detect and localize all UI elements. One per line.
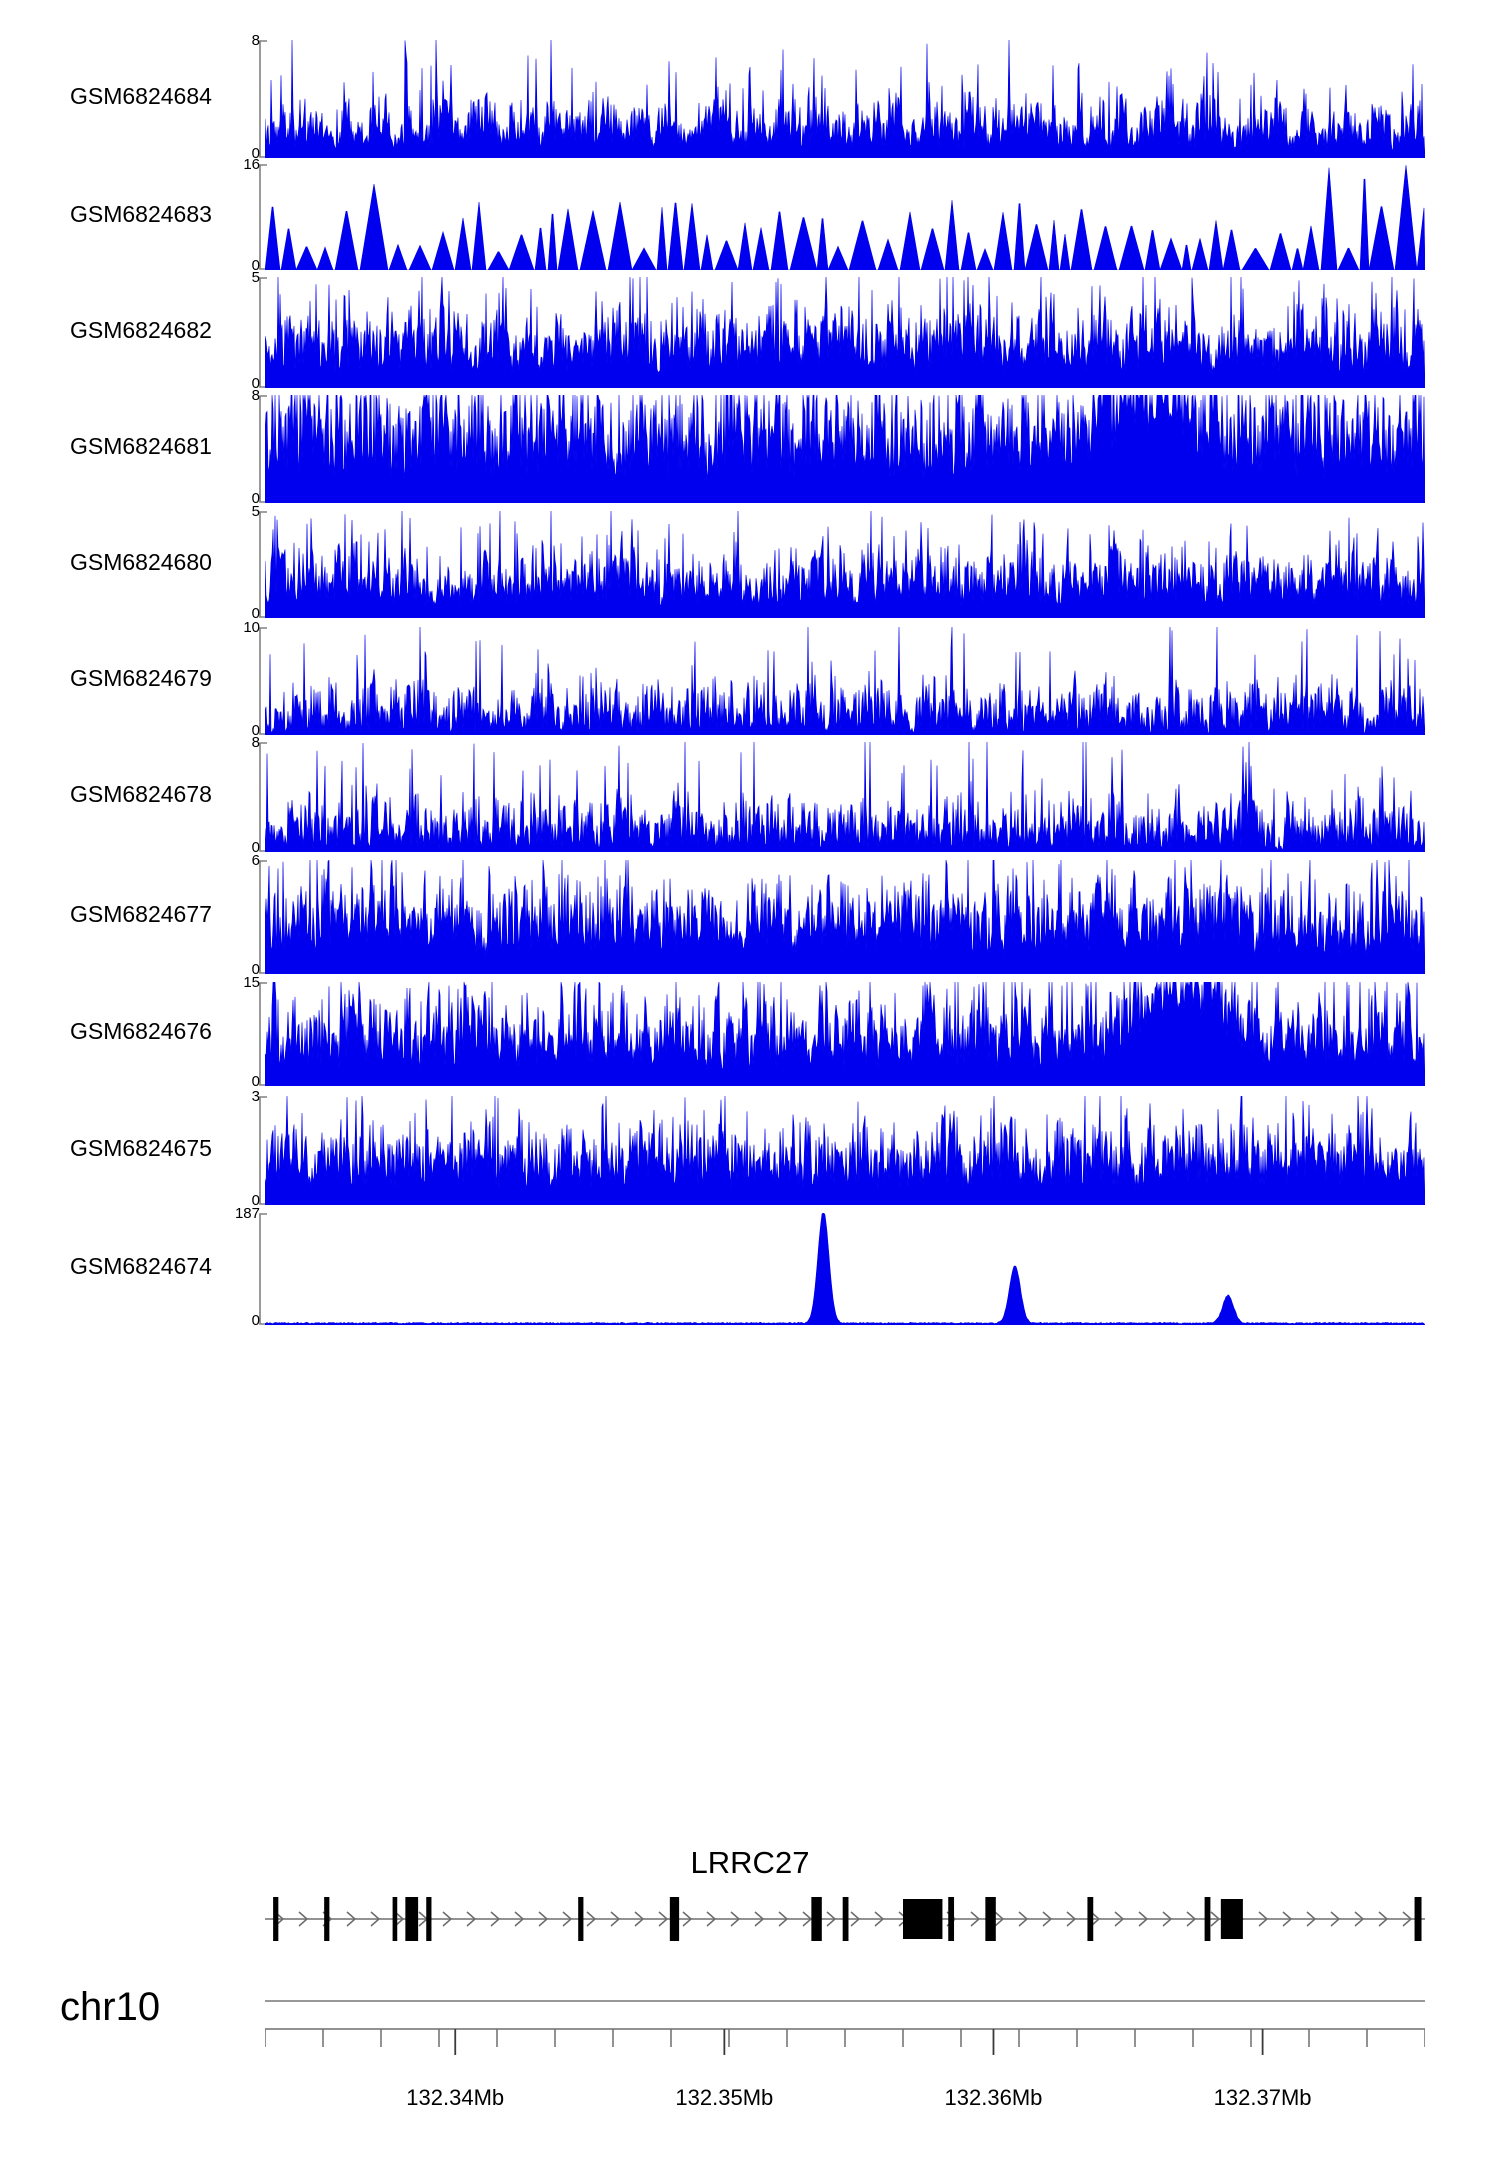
gene-annotation-track[interactable]: LRRC27 bbox=[0, 1845, 1500, 1975]
track-coverage-plot[interactable] bbox=[265, 627, 1425, 735]
coverage-track[interactable]: GSM6824678 8 0 bbox=[0, 734, 1500, 856]
track-coverage-plot[interactable] bbox=[265, 860, 1425, 974]
coverage-track[interactable]: GSM6824683 16 0 bbox=[0, 156, 1500, 274]
track-sample-label: GSM6824682 bbox=[70, 316, 212, 343]
track-y-min-label: 0 bbox=[251, 145, 260, 162]
track-y-axis bbox=[258, 1213, 268, 1325]
track-coverage-plot[interactable] bbox=[265, 395, 1425, 503]
track-y-axis bbox=[258, 395, 268, 503]
track-coverage-plot[interactable] bbox=[265, 742, 1425, 852]
track-y-axis bbox=[258, 40, 268, 158]
track-y-max-label: 10 bbox=[243, 619, 260, 636]
track-coverage-plot[interactable] bbox=[265, 164, 1425, 270]
track-y-max-label: 8 bbox=[251, 32, 260, 49]
axis-tick-label: 132.36Mb bbox=[944, 2085, 1043, 2110]
track-y-max-label: 3 bbox=[251, 1088, 260, 1105]
track-y-min-label: 0 bbox=[251, 961, 260, 978]
axis-ruler[interactable] bbox=[265, 1995, 1425, 2055]
track-y-max-label: 16 bbox=[243, 156, 260, 173]
track-sample-label: GSM6824681 bbox=[70, 433, 212, 459]
track-coverage-plot[interactable] bbox=[265, 1096, 1425, 1205]
track-y-min-label: 0 bbox=[251, 490, 260, 507]
coverage-track[interactable]: GSM6824676 15 0 bbox=[0, 974, 1500, 1090]
track-sample-label: GSM6824684 bbox=[70, 83, 212, 109]
track-sample-label: GSM6824677 bbox=[70, 901, 212, 927]
track-y-max-label: 8 bbox=[251, 387, 260, 404]
track-y-min-label: 0 bbox=[251, 605, 260, 622]
track-y-min-label: 0 bbox=[251, 1192, 260, 1209]
track-y-max-label: 5 bbox=[251, 269, 260, 286]
track-y-axis bbox=[258, 277, 268, 388]
track-coverage-plot[interactable] bbox=[265, 40, 1425, 158]
track-coverage-plot[interactable] bbox=[265, 1213, 1425, 1325]
track-y-min-label: 0 bbox=[251, 257, 260, 274]
track-coverage-plot[interactable] bbox=[265, 982, 1425, 1086]
track-y-max-label: 187 bbox=[234, 1205, 260, 1222]
track-y-axis bbox=[258, 860, 268, 974]
axis-tick-label: 132.34Mb bbox=[406, 2085, 505, 2110]
track-y-min-label: 0 bbox=[251, 1312, 260, 1329]
gene-model-glyph[interactable] bbox=[265, 1883, 1425, 1953]
track-sample-label: GSM6824679 bbox=[70, 665, 212, 691]
track-y-axis bbox=[258, 1096, 268, 1205]
coverage-track[interactable]: GSM6824677 6 0 bbox=[0, 852, 1500, 978]
track-sample-label: GSM6824674 bbox=[70, 1253, 212, 1279]
coverage-track[interactable]: GSM6824684 8 0 bbox=[0, 32, 1500, 162]
track-y-axis bbox=[258, 742, 268, 852]
track-y-max-label: 15 bbox=[243, 974, 260, 991]
track-coverage-plot[interactable] bbox=[265, 511, 1425, 618]
chromosome-label: chr10 bbox=[60, 1985, 161, 2029]
track-y-min-label: 0 bbox=[251, 839, 260, 856]
track-y-axis bbox=[258, 164, 268, 270]
track-sample-label: GSM6824676 bbox=[70, 1018, 212, 1044]
track-coverage-plot[interactable] bbox=[265, 277, 1425, 388]
track-y-axis bbox=[258, 511, 268, 618]
track-sample-label: GSM6824683 bbox=[70, 201, 212, 227]
track-y-max-label: 5 bbox=[251, 503, 260, 520]
coverage-track[interactable]: GSM6824682 5 0 bbox=[0, 269, 1500, 392]
track-y-min-label: 0 bbox=[251, 375, 260, 392]
coverage-track[interactable]: GSM6824680 5 0 bbox=[0, 503, 1500, 622]
coverage-track[interactable]: GSM6824675 3 0 bbox=[0, 1088, 1500, 1209]
coverage-track[interactable]: GSM6824674 187 0 bbox=[0, 1205, 1500, 1329]
track-y-axis bbox=[258, 982, 268, 1086]
track-y-min-label: 0 bbox=[251, 1073, 260, 1090]
axis-tick-label: 132.35Mb bbox=[675, 2085, 774, 2110]
track-sample-label: GSM6824678 bbox=[70, 781, 212, 807]
gene-name-label: LRRC27 bbox=[690, 1845, 810, 1880]
track-sample-label: GSM6824675 bbox=[70, 1134, 212, 1161]
coverage-track[interactable]: GSM6824679 10 0 bbox=[0, 619, 1500, 739]
track-y-max-label: 6 bbox=[251, 852, 260, 869]
chromosome-axis[interactable]: chr10 132.34Mb 132.35Mb 132.36Mb 132.37Mb bbox=[0, 1975, 1500, 2170]
track-y-max-label: 8 bbox=[251, 734, 260, 751]
axis-tick-label: 132.37Mb bbox=[1213, 2085, 1312, 2110]
track-y-axis bbox=[258, 627, 268, 735]
track-y-min-label: 0 bbox=[251, 722, 260, 739]
track-sample-label: GSM6824680 bbox=[70, 548, 212, 575]
coverage-track[interactable]: GSM6824681 8 0 bbox=[0, 387, 1500, 507]
